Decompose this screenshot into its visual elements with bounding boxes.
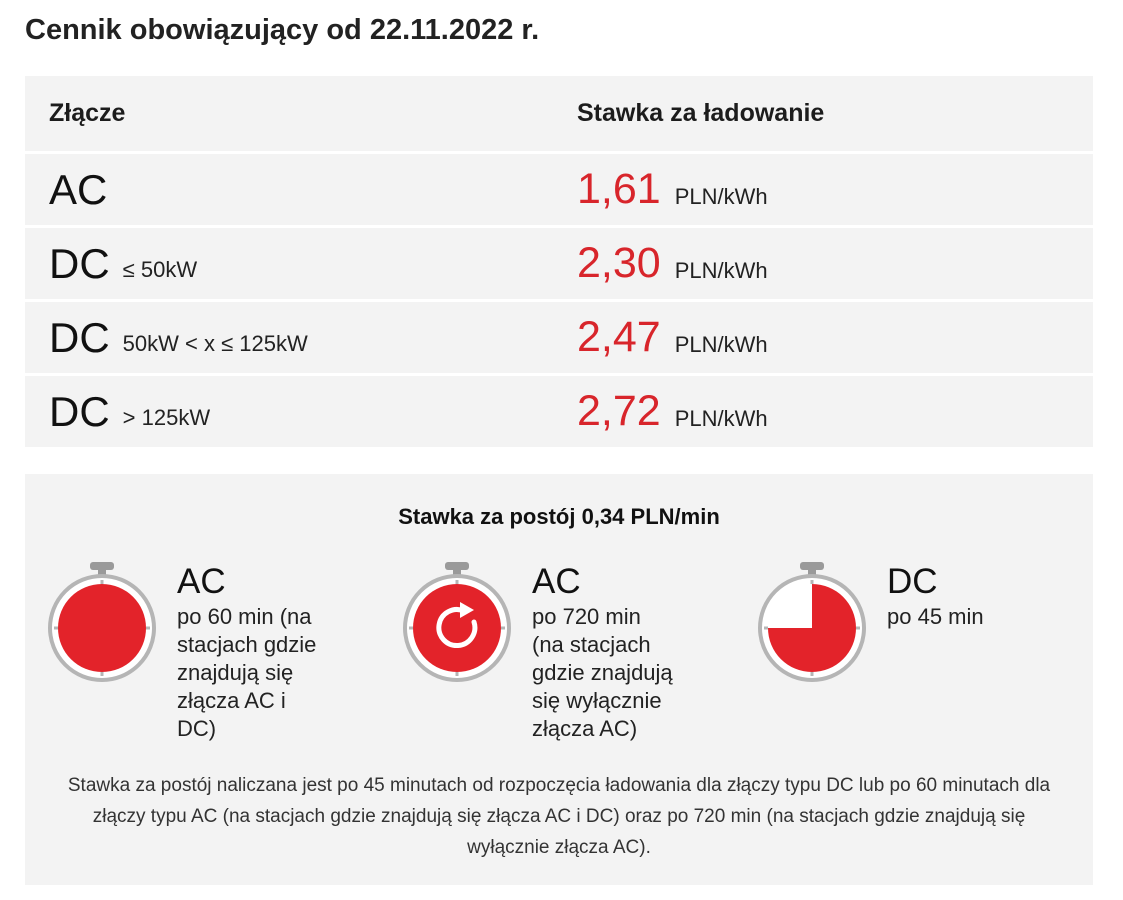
- connector-qualifier: > 125kW: [122, 404, 211, 430]
- rate-value: 1,61: [577, 165, 661, 213]
- table-header-row: Złącze Stawka za ładowanie: [25, 76, 1093, 151]
- connector-name: AC: [49, 165, 108, 213]
- connector-name: DC: [49, 313, 110, 361]
- table-row: DC > 125kW 2,72 PLN/kWh: [25, 376, 1093, 447]
- rate-value: 2,47: [577, 313, 661, 361]
- price-table: Złącze Stawka za ładowanie AC 1,61 PLN/k…: [25, 76, 1093, 450]
- parking-condition: po 720 min (na stacjach gdzie znajdują s…: [532, 604, 673, 741]
- stopwatch-refresh-icon: [403, 562, 511, 682]
- rate-unit: PLN/kWh: [674, 331, 768, 357]
- rate-unit: PLN/kWh: [674, 405, 768, 431]
- parking-connector-type: AC: [532, 562, 581, 601]
- table-row: DC 50kW < x ≤ 125kW 2,47 PLN/kWh: [25, 302, 1093, 373]
- rate-unit: PLN/kWh: [674, 257, 768, 283]
- parking-connector-type: DC: [887, 562, 938, 601]
- header-connector: Złącze: [49, 99, 126, 127]
- parking-connector-type: AC: [177, 562, 226, 601]
- parking-fee-title: Stawka za postój 0,34 PLN/min: [398, 504, 720, 529]
- header-rate: Stawka za ładowanie: [577, 99, 825, 127]
- table-row: AC 1,61 PLN/kWh: [25, 154, 1093, 225]
- stopwatch-full-icon: [48, 562, 156, 682]
- stopwatch-three-quarter-icon: [758, 562, 866, 682]
- parking-fee-note: Stawka za postój naliczana jest po 45 mi…: [67, 775, 1051, 858]
- connector-qualifier: ≤ 50kW: [122, 256, 198, 282]
- rate-value: 2,72: [577, 387, 661, 435]
- parking-condition: po 45 min: [887, 604, 984, 629]
- connector-qualifier: 50kW < x ≤ 125kW: [122, 330, 308, 356]
- rate-unit: PLN/kWh: [674, 183, 768, 209]
- parking-condition: po 60 min (na stacjach gdzie znajdują si…: [177, 604, 317, 741]
- rate-value: 2,30: [577, 239, 661, 287]
- page-title: Cennik obowiązujący od 22.11.2022 r.: [25, 14, 540, 46]
- connector-name: DC: [49, 239, 110, 287]
- connector-name: DC: [49, 387, 110, 435]
- parking-fee-panel: Stawka za postój 0,34 PLN/min AC po 60 m…: [25, 474, 1093, 885]
- table-row: DC ≤ 50kW 2,30 PLN/kWh: [25, 228, 1093, 299]
